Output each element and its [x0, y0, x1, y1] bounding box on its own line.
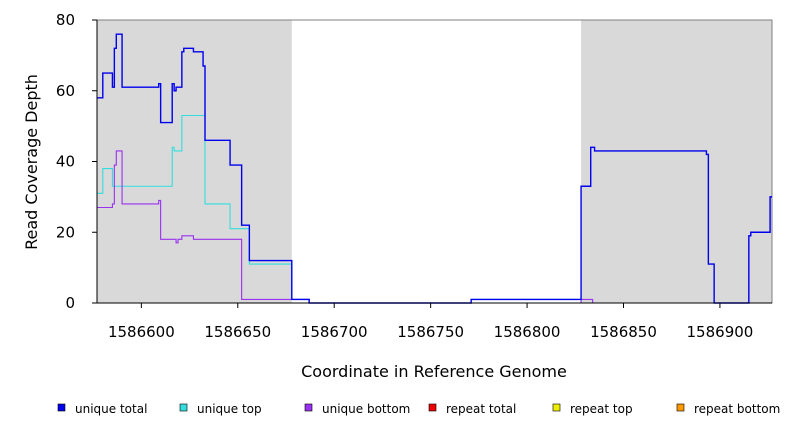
legend-swatch-unique-top — [179, 403, 188, 412]
legend-swatch-unique-total — [57, 403, 66, 412]
axes: 0 20 40 60 80 1586600 1586650 1586700 1586750 158… — [56, 11, 772, 341]
y-tick-label: 0 — [65, 294, 75, 312]
shaded-regions — [97, 20, 772, 303]
x-tick-label: 1586600 — [108, 323, 175, 341]
legend-label-repeat-total: repeat total — [446, 402, 516, 416]
y-tick-label: 60 — [56, 82, 75, 100]
series-line-unique-total — [97, 33, 772, 304]
shaded-region-2 — [581, 20, 772, 303]
legend-swatch-repeat-total — [428, 403, 437, 412]
legend: unique total unique top unique bottom repea… — [57, 402, 780, 416]
x-tick-label: 1586900 — [687, 323, 754, 341]
y-tick-label: 20 — [56, 223, 75, 241]
legend-label-unique-bottom: unique bottom — [322, 402, 410, 416]
legend-swatch-unique-bottom — [304, 403, 313, 412]
y-axis-title: Read Coverage Depth — [22, 74, 41, 250]
x-tick-label: 1586700 — [301, 323, 368, 341]
legend-label-repeat-top: repeat top — [570, 402, 633, 416]
x-axis-title: Coordinate in Reference Genome — [301, 362, 567, 381]
shaded-region-1 — [97, 20, 292, 303]
legend-label-unique-total: unique total — [75, 402, 147, 416]
x-tick-label: 1586850 — [590, 323, 657, 341]
y-tick-label: 80 — [56, 11, 75, 29]
y-tick-label: 40 — [56, 153, 75, 171]
legend-label-unique-top: unique top — [197, 402, 262, 416]
legend-swatch-repeat-top — [552, 403, 561, 412]
x-tick-label: 1586800 — [494, 323, 561, 341]
x-tick-label: 1586750 — [397, 323, 464, 341]
x-tick-label: 1586650 — [204, 323, 271, 341]
legend-label-repeat-bottom: repeat bottom — [694, 402, 780, 416]
legend-swatch-repeat-bottom — [676, 403, 685, 412]
